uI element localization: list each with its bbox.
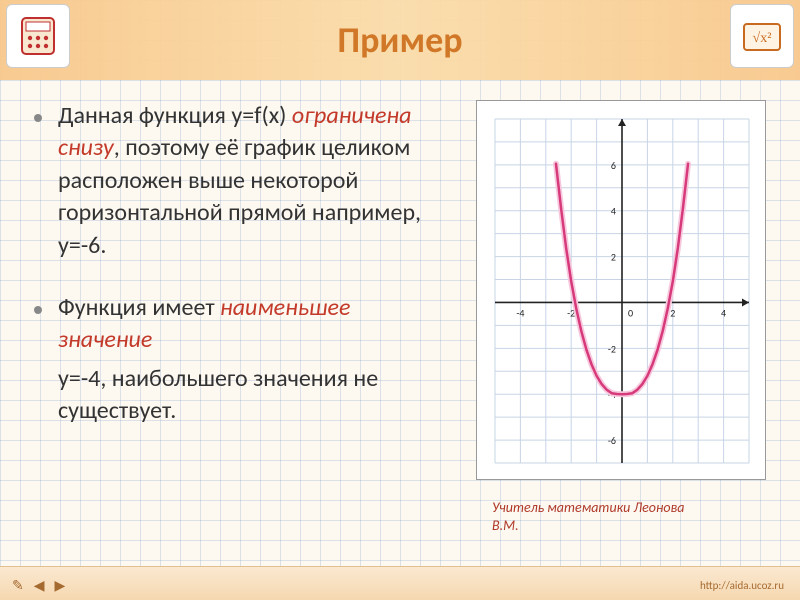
svg-text:4: 4 [721,306,726,319]
parabola-chart: -4-224-6-4-22460 [476,100,766,480]
text-content: Данная функция y=f(x) ограничена снизу, … [34,100,434,428]
svg-text:-4: -4 [516,306,524,319]
b2-pre: Функция имеет [58,293,220,322]
svg-text:√x²: √x² [753,31,772,46]
credit-text: Учитель математики Леонова В.М. [492,499,712,534]
calc-icon [6,4,70,68]
svg-text:2: 2 [670,306,675,319]
footer-link: http://aida.ucoz.ru [700,579,784,592]
bullet-dot-icon [34,114,42,122]
b1-pre: Данная функция y=f(x) [58,101,292,130]
svg-text:0: 0 [628,306,633,319]
pen-icon: ✎ [12,577,24,594]
svg-text:-2: -2 [608,342,616,355]
right-icon: ▶ [55,577,66,594]
svg-text:4: 4 [611,205,616,218]
b2-line2: у=-4, наибольшего значения не существует… [58,363,434,428]
svg-text:2: 2 [611,251,616,264]
slide-footer: ✎ ◀ ▶ http://aida.ucoz.ru [0,566,800,600]
left-icon: ◀ [34,577,45,594]
svg-text:6: 6 [611,159,616,172]
nav-icons: ✎ ◀ ▶ [12,577,65,594]
slide-header: √x² Пример [0,0,800,80]
slide-title: Пример [337,18,462,62]
math-icon: √x² [730,4,794,68]
bullet-dot-icon [34,306,42,314]
bullet-1: Данная функция y=f(x) ограничена снизу, … [34,100,434,262]
svg-text:-6: -6 [608,434,616,447]
bullet-2: Функция имеет наименьшее значение [34,292,434,357]
